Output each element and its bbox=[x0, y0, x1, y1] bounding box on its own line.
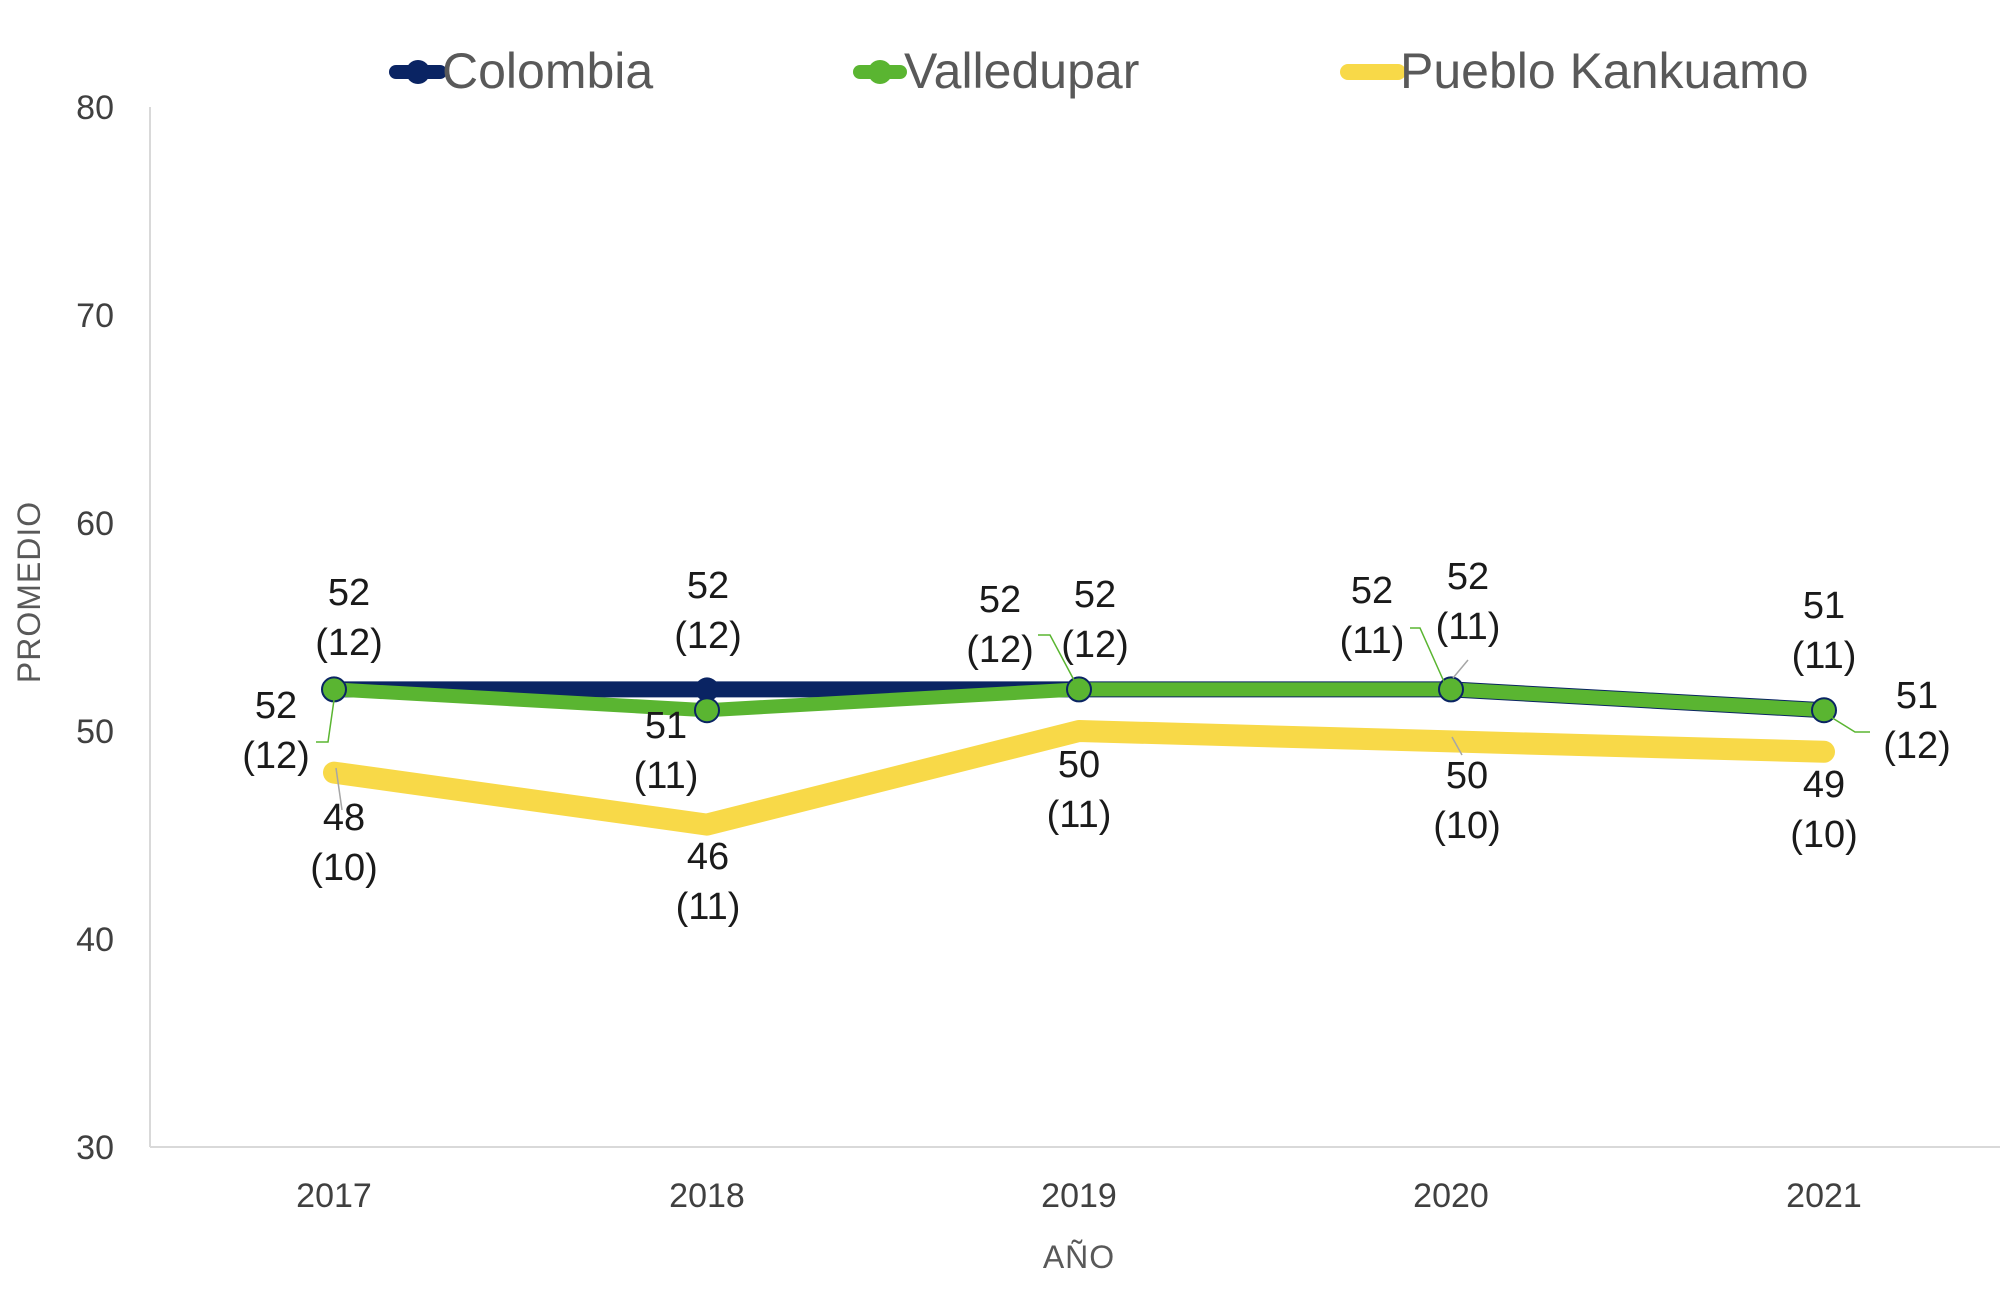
legend-item-colombia: Colombia bbox=[389, 43, 653, 99]
data-label-valledupar: 51 (12) bbox=[1883, 675, 1951, 767]
data-label-sd: (12) bbox=[966, 629, 1034, 671]
x-tick-label: 2021 bbox=[1786, 1177, 1862, 1215]
data-label-sd: (12) bbox=[1883, 725, 1951, 767]
data-label-sd: (11) bbox=[634, 755, 699, 797]
series-line bbox=[323, 720, 1835, 836]
data-label-value: 48 bbox=[323, 797, 365, 839]
data-label-pueblo-kankuamo: 50 (11) bbox=[1047, 744, 1112, 836]
label-leader-line bbox=[335, 767, 343, 811]
y-axis-title: PROMEDIO bbox=[11, 501, 47, 683]
data-label-sd: (10) bbox=[1790, 814, 1858, 856]
legend-label: Valledupar bbox=[904, 43, 1139, 99]
data-label-pueblo-kankuamo: 48 (10) bbox=[310, 797, 378, 889]
data-label-value: 52 bbox=[687, 565, 729, 607]
y-tick-label: 40 bbox=[76, 921, 114, 959]
data-label-sd: (11) bbox=[1047, 794, 1112, 836]
data-label-value: 50 bbox=[1446, 755, 1488, 797]
x-tick-label: 2018 bbox=[669, 1177, 745, 1215]
y-tick-label: 70 bbox=[76, 297, 114, 335]
x-tick-label: 2017 bbox=[296, 1177, 372, 1215]
y-tick-label: 30 bbox=[76, 1129, 114, 1167]
data-label-sd: (11) bbox=[1792, 635, 1857, 677]
data-label-value: 52 bbox=[1447, 556, 1489, 598]
data-point bbox=[321, 676, 347, 703]
data-label-value: 46 bbox=[687, 836, 729, 878]
data-label-sd: (11) bbox=[1340, 620, 1405, 662]
data-label-value: 52 bbox=[1351, 570, 1393, 612]
x-tick-label: 2020 bbox=[1413, 1177, 1489, 1215]
data-label-value: 52 bbox=[328, 572, 370, 614]
data-label-sd: (12) bbox=[242, 735, 310, 777]
legend-swatch-marker bbox=[406, 60, 430, 84]
y-tick-label: 60 bbox=[76, 505, 114, 543]
label-leader-line bbox=[1451, 736, 1463, 756]
data-label-sd: (11) bbox=[1436, 606, 1501, 648]
x-axis-title: AÑO bbox=[1043, 1239, 1115, 1275]
data-label-colombia: 52 (12) bbox=[966, 579, 1034, 671]
data-label-value: 51 bbox=[645, 705, 687, 747]
legend-item-pueblo-kankuamo: Pueblo Kankuamo bbox=[1340, 43, 1809, 99]
data-label-colombia: 52 (11) bbox=[1436, 556, 1501, 648]
data-labels-layer: 52 (12) 52 (12) 52 (12) 52 (11) 51 (11) 52 (12) 51 (1… bbox=[242, 556, 1951, 928]
data-label-value: 49 bbox=[1803, 764, 1845, 806]
data-label-colombia: 52 (12) bbox=[674, 565, 742, 657]
legend-label: Pueblo Kankuamo bbox=[1400, 43, 1809, 99]
x-tick-label: 2019 bbox=[1041, 1177, 1117, 1215]
data-point bbox=[695, 677, 719, 702]
data-label-value: 52 bbox=[255, 685, 297, 727]
data-label-valledupar: 52 (12) bbox=[242, 685, 310, 777]
data-label-pueblo-kankuamo: 50 (10) bbox=[1433, 755, 1501, 847]
data-label-pueblo-kankuamo: 46 (11) bbox=[676, 836, 741, 928]
data-label-sd: (10) bbox=[310, 847, 378, 889]
label-leader-line bbox=[1825, 713, 1870, 733]
data-label-sd: (12) bbox=[674, 615, 742, 657]
data-label-valledupar: 51 (11) bbox=[634, 705, 699, 797]
y-tick-label: 80 bbox=[76, 89, 114, 127]
legend-item-valledupar: Valledupar bbox=[853, 43, 1139, 99]
data-label-value: 52 bbox=[1074, 574, 1116, 616]
data-label-colombia: 51 (11) bbox=[1792, 585, 1857, 677]
chart-legend: Colombia Valledupar Pueblo Kankuamo bbox=[389, 43, 1809, 99]
label-leader-line bbox=[1038, 634, 1076, 683]
legend-swatch-marker bbox=[868, 60, 892, 84]
data-label-valledupar: 52 (12) bbox=[1061, 574, 1129, 666]
data-point bbox=[694, 697, 720, 724]
y-tick-label: 50 bbox=[76, 713, 114, 751]
chart-axes: 30 40 50 60 70 80 2017 2018 2019 2020 2021 AÑO PROME… bbox=[11, 89, 2000, 1275]
data-point bbox=[1066, 676, 1092, 703]
data-point bbox=[1438, 676, 1464, 703]
data-label-sd: (10) bbox=[1433, 805, 1501, 847]
series-layer bbox=[321, 676, 1837, 836]
data-label-sd: (12) bbox=[315, 622, 383, 664]
data-label-sd: (12) bbox=[1061, 624, 1129, 666]
data-label-value: 52 bbox=[979, 579, 1021, 621]
label-leader-line bbox=[1452, 659, 1469, 679]
data-label-sd: (11) bbox=[676, 886, 741, 928]
data-label-colombia: 52 (12) bbox=[315, 572, 383, 664]
data-label-value: 50 bbox=[1058, 744, 1100, 786]
data-label-value: 51 bbox=[1803, 585, 1845, 627]
label-leader-line bbox=[1410, 627, 1446, 685]
legend-label: Colombia bbox=[442, 43, 653, 99]
label-leader-line bbox=[316, 699, 335, 743]
data-label-valledupar: 52 (11) bbox=[1340, 570, 1405, 662]
data-label-pueblo-kankuamo: 49 (10) bbox=[1790, 764, 1858, 856]
data-label-value: 51 bbox=[1896, 675, 1938, 717]
series-pueblo-kankuamo bbox=[323, 720, 1835, 836]
